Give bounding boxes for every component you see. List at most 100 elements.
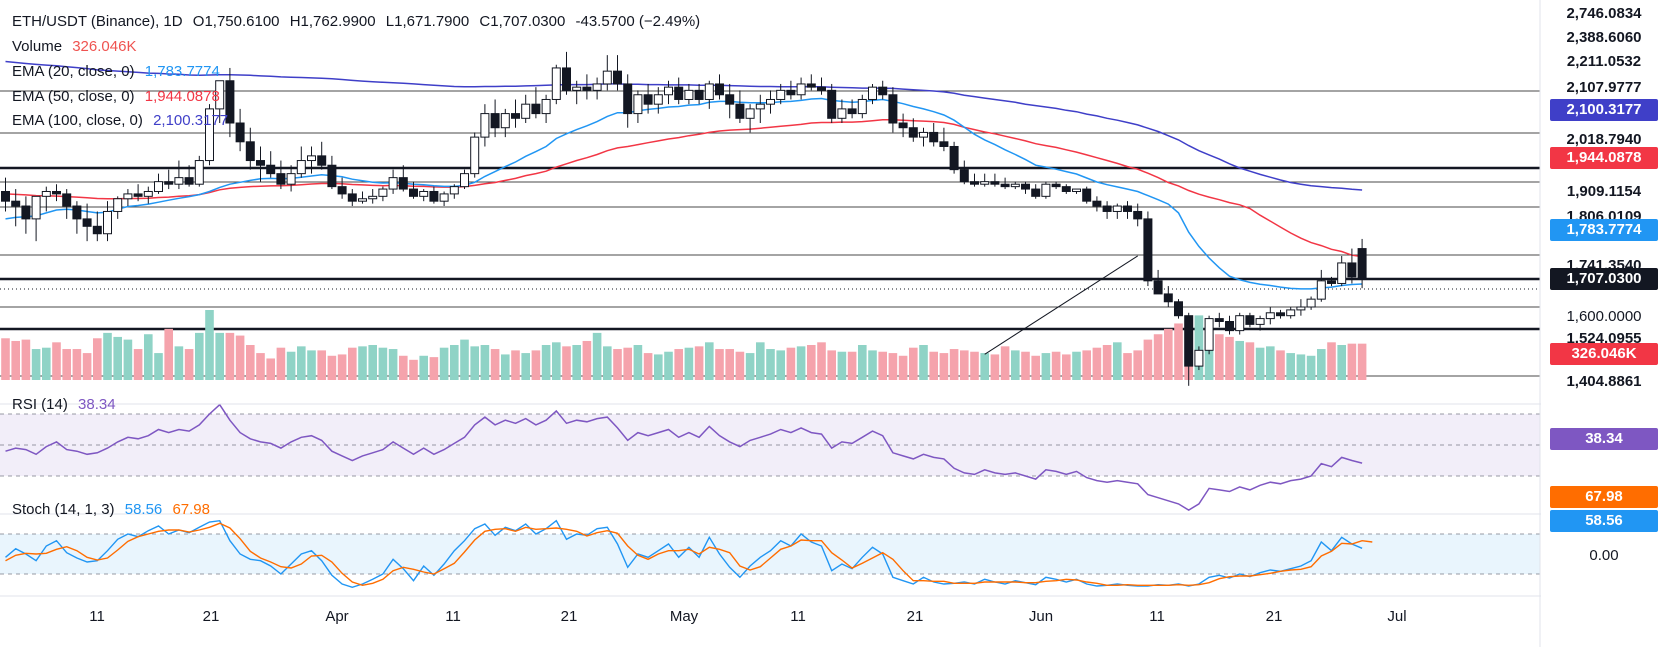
candle[interactable]	[194, 155, 204, 187]
candle[interactable]	[317, 141, 327, 170]
candle[interactable]	[123, 189, 133, 207]
candle[interactable]	[694, 83, 704, 105]
candle[interactable]	[1265, 307, 1275, 325]
ema50-legend[interactable]: EMA (50, close, 0) 1,944.0878	[12, 88, 226, 105]
rsi-legend[interactable]: RSI (14) 38.34	[12, 396, 122, 413]
candle[interactable]	[837, 99, 847, 124]
candle[interactable]	[562, 51, 571, 95]
candle[interactable]	[908, 118, 918, 142]
candle[interactable]	[898, 113, 908, 138]
trendline[interactable]	[984, 255, 1138, 355]
candle[interactable]	[62, 189, 72, 219]
volume-legend[interactable]: Volume 326.046K	[12, 38, 142, 55]
candle[interactable]	[1296, 299, 1306, 316]
candle[interactable]	[143, 186, 153, 204]
candle[interactable]	[776, 83, 786, 105]
candle[interactable]	[878, 80, 888, 100]
candle[interactable]	[1327, 276, 1336, 287]
candle[interactable]	[276, 160, 286, 190]
candle[interactable]	[888, 87, 898, 133]
candle[interactable]	[541, 94, 551, 124]
candle[interactable]	[235, 108, 245, 152]
candles[interactable]	[1, 51, 1367, 386]
candle[interactable]	[1010, 181, 1020, 190]
candle[interactable]	[398, 165, 408, 192]
candle[interactable]	[929, 123, 939, 147]
candle[interactable]	[1204, 315, 1214, 355]
candle[interactable]	[1102, 201, 1112, 219]
candle[interactable]	[868, 83, 877, 105]
candle[interactable]	[755, 94, 765, 124]
candle[interactable]	[1153, 269, 1163, 295]
candle[interactable]	[21, 196, 31, 234]
candle[interactable]	[715, 74, 724, 100]
candle[interactable]	[980, 173, 990, 187]
candle[interactable]	[500, 108, 510, 138]
candle[interactable]	[72, 201, 82, 234]
candle[interactable]	[704, 80, 714, 109]
candle[interactable]	[796, 77, 806, 100]
ema20-legend[interactable]: EMA (20, close, 0) 1,783.7774	[12, 63, 226, 80]
candle[interactable]	[1163, 286, 1173, 307]
candle[interactable]	[378, 186, 388, 202]
candle[interactable]	[358, 191, 367, 204]
candle[interactable]	[1072, 188, 1081, 194]
candle[interactable]	[1255, 315, 1265, 331]
candle[interactable]	[266, 151, 276, 178]
candle[interactable]	[388, 169, 398, 194]
candle[interactable]	[990, 173, 1000, 187]
candle[interactable]	[490, 99, 500, 138]
candle[interactable]	[1031, 184, 1041, 199]
ema100-legend[interactable]: EMA (100, close, 0) 2,100.3177	[12, 112, 234, 129]
candle[interactable]	[1123, 201, 1132, 219]
candle[interactable]	[286, 165, 296, 192]
candle[interactable]	[480, 104, 490, 147]
candle[interactable]	[745, 104, 755, 133]
candle[interactable]	[1245, 312, 1255, 328]
candle[interactable]	[1, 177, 10, 212]
candle[interactable]	[766, 90, 775, 114]
candle[interactable]	[337, 177, 347, 199]
candle[interactable]	[1051, 181, 1061, 190]
candle[interactable]	[959, 160, 969, 185]
candle[interactable]	[1214, 312, 1224, 328]
candle[interactable]	[174, 160, 184, 190]
candle[interactable]	[205, 104, 214, 166]
candle[interactable]	[225, 67, 235, 138]
candle[interactable]	[623, 74, 633, 128]
candle[interactable]	[582, 74, 592, 100]
candle[interactable]	[664, 80, 673, 105]
candle[interactable]	[602, 55, 612, 91]
candle[interactable]	[419, 189, 429, 202]
candle[interactable]	[919, 127, 928, 147]
candle[interactable]	[92, 211, 102, 242]
candle[interactable]	[1306, 296, 1316, 310]
candle[interactable]	[368, 189, 378, 204]
candle[interactable]	[1347, 248, 1357, 284]
candle[interactable]	[674, 77, 684, 105]
candle[interactable]	[113, 196, 123, 219]
candle[interactable]	[184, 165, 194, 187]
candle[interactable]	[133, 184, 143, 202]
candle[interactable]	[1316, 269, 1326, 302]
candle[interactable]	[827, 83, 837, 124]
candle[interactable]	[1041, 181, 1051, 199]
candle[interactable]	[256, 146, 265, 182]
candle[interactable]	[470, 132, 480, 178]
candle[interactable]	[245, 127, 255, 170]
candle[interactable]	[1092, 196, 1102, 212]
candle[interactable]	[633, 90, 643, 124]
candle[interactable]	[1357, 238, 1367, 289]
stoch-d-line[interactable]	[5, 522, 1373, 587]
candle[interactable]	[970, 173, 979, 187]
candle[interactable]	[613, 55, 622, 91]
candle[interactable]	[949, 141, 959, 174]
candle[interactable]	[1082, 186, 1092, 204]
candle[interactable]	[1184, 312, 1194, 386]
candle[interactable]	[847, 99, 857, 119]
candle[interactable]	[786, 80, 796, 100]
candle[interactable]	[1112, 203, 1122, 219]
stoch-legend[interactable]: Stoch (14, 1, 3) 58.56 67.98	[12, 501, 216, 518]
candle[interactable]	[551, 64, 561, 105]
candle[interactable]	[449, 184, 459, 199]
